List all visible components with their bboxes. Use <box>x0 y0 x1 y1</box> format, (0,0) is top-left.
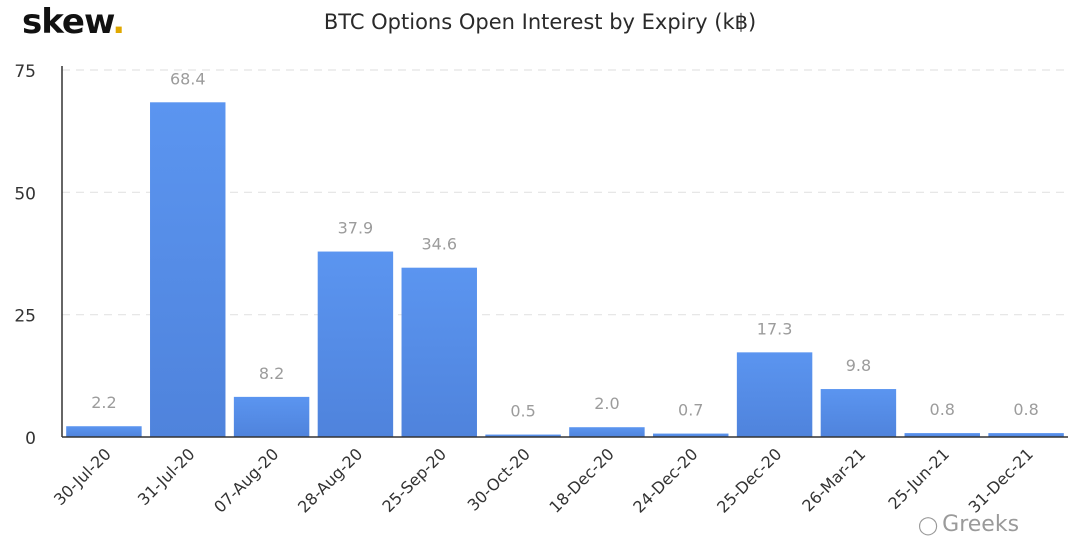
x-tick-label: 30-Jul-20 <box>50 444 115 509</box>
value-labels: 2.2 68.4 8.2 37.9 34.6 0.5 2.0 0.7 17.3 9.8 0.8 0.8 <box>91 69 1039 420</box>
y-tick-label: 0 <box>25 429 36 449</box>
logo-text: skew <box>22 2 113 42</box>
bar <box>569 427 645 437</box>
value-label: 0.8 <box>1013 400 1038 419</box>
y-tick-label: 50 <box>14 184 36 204</box>
bar <box>904 433 980 437</box>
x-tick-label: 28-Aug-20 <box>294 444 366 516</box>
logo-dot: . <box>112 2 125 42</box>
watermark-text: Greeks <box>942 512 1020 537</box>
bar <box>736 352 813 437</box>
value-label: 2.0 <box>594 394 619 413</box>
bar <box>317 251 394 437</box>
wechat-icon: ◯ <box>918 515 939 536</box>
value-label: 37.9 <box>338 219 374 238</box>
value-label: 0.5 <box>510 402 535 421</box>
value-label: 68.4 <box>170 69 206 88</box>
value-label: 2.2 <box>91 393 116 412</box>
bar <box>988 433 1064 437</box>
bar <box>233 396 310 437</box>
x-tick-label: 24-Dec-20 <box>629 444 701 516</box>
x-tick-label: 07-Aug-20 <box>210 444 282 516</box>
x-tick-label: 18-Dec-20 <box>545 444 617 516</box>
x-tick-label: 26-Mar-21 <box>798 444 869 515</box>
x-tick-label: 31-Jul-20 <box>134 444 199 509</box>
x-tick-label: 31-Dec-21 <box>965 444 1037 516</box>
bar <box>66 426 142 437</box>
value-label: 8.2 <box>259 364 284 383</box>
bars <box>66 102 1064 438</box>
y-tick-label: 75 <box>14 62 36 82</box>
x-tick-label: 30-Oct-20 <box>464 444 534 514</box>
x-axis-ticks: 30-Jul-20 31-Jul-20 07-Aug-20 28-Aug-20 25-S… <box>50 444 1037 516</box>
bar <box>401 267 477 437</box>
value-label: 9.8 <box>846 356 871 375</box>
value-label: 0.8 <box>930 400 955 419</box>
y-tick-label: 25 <box>14 307 36 327</box>
chart-title: BTC Options Open Interest by Expiry (k฿) <box>323 10 757 34</box>
watermark: ◯ Greeks <box>918 512 1019 537</box>
y-axis-ticks: 0 25 50 75 <box>14 62 36 449</box>
bar <box>820 389 897 437</box>
value-label: 34.6 <box>421 235 457 254</box>
bar <box>150 102 226 438</box>
bar <box>485 434 561 437</box>
bar <box>653 433 729 437</box>
value-label: 17.3 <box>757 319 793 338</box>
x-tick-label: 25-Dec-20 <box>713 444 785 516</box>
x-tick-label: 25-Sep-20 <box>378 444 450 516</box>
x-tick-label: 25-Jun-21 <box>884 444 953 513</box>
value-label: 0.7 <box>678 401 703 420</box>
skew-logo: skew. <box>22 2 125 42</box>
